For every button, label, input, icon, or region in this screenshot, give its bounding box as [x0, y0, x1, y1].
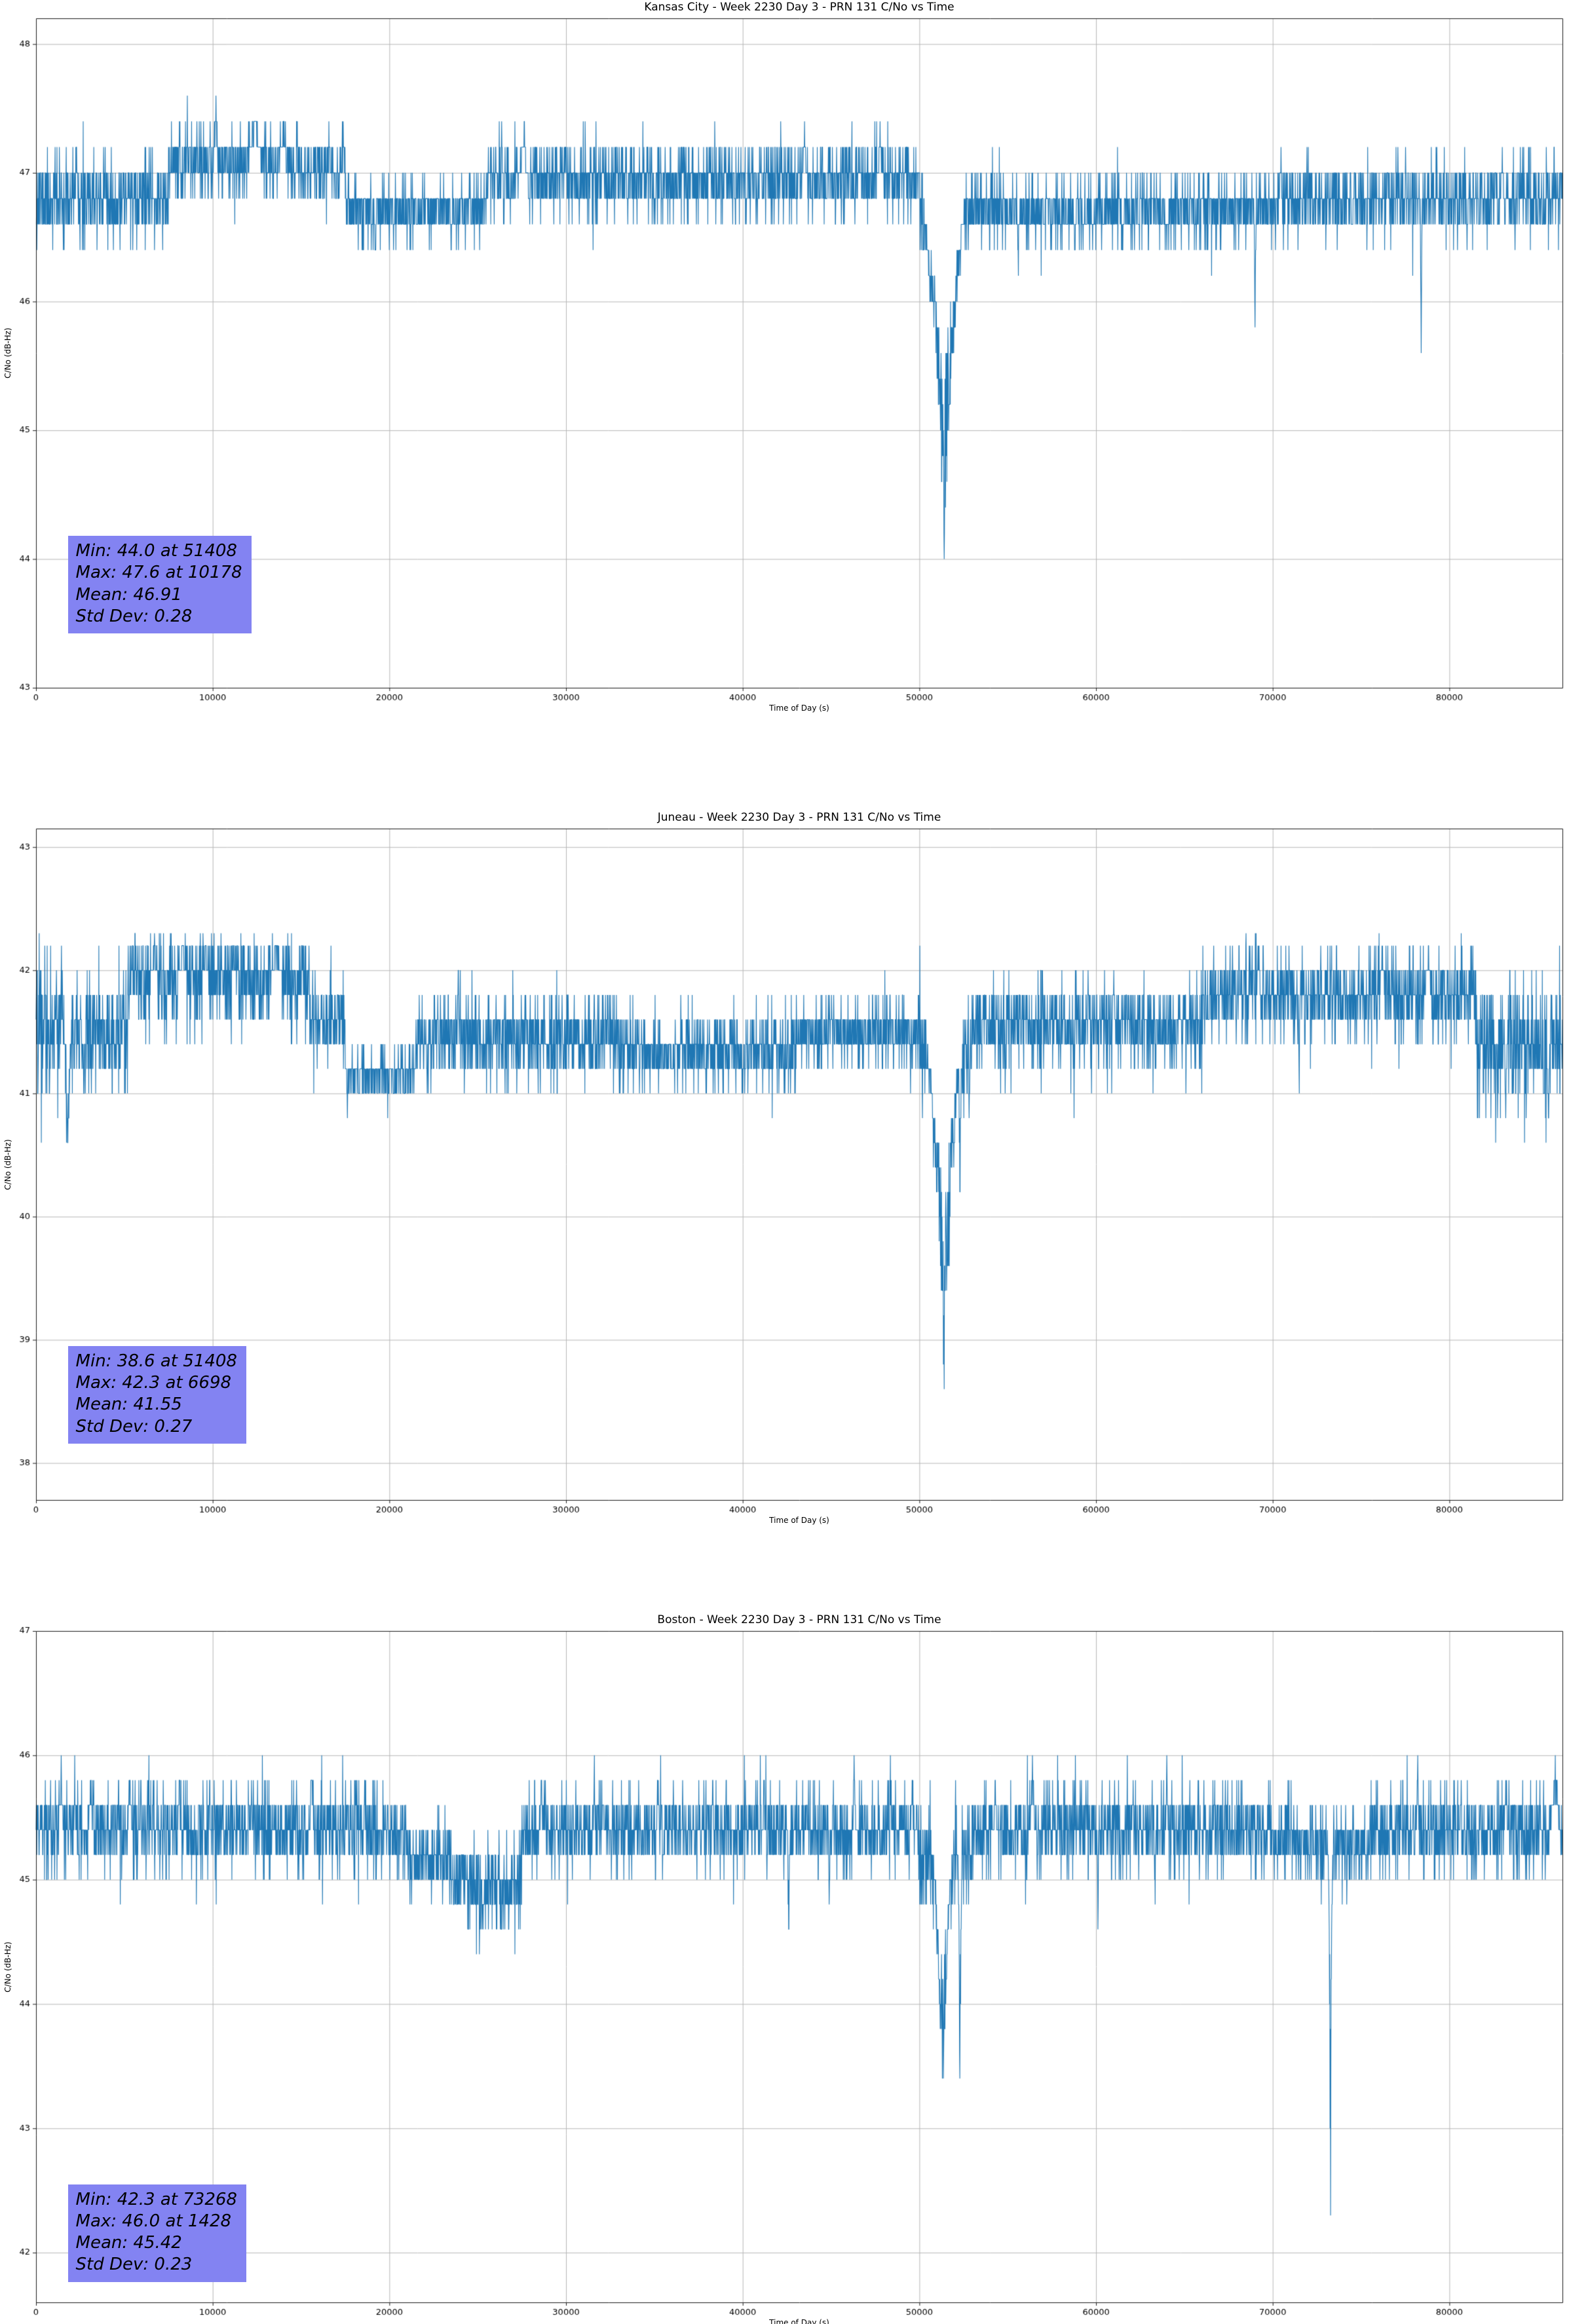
stats-min: Min: 38.6 at 51408	[75, 1351, 237, 1371]
chart-title-kansas-city: Kansas City - Week 2230 Day 3 - PRN 131 …	[644, 1, 955, 14]
stats-max: Max: 47.6 at 10178	[75, 563, 242, 583]
stats-mean: Mean: 45.42	[75, 2233, 182, 2253]
stats-std-dev: Std Dev: 0.23	[75, 2255, 193, 2275]
stats-box-boston: Min: 42.3 at 73268 Max: 46.0 at 1428 Mea…	[67, 2184, 246, 2282]
stats-max: Max: 42.3 at 6698	[75, 1373, 232, 1393]
chart-title-boston: Boston - Week 2230 Day 3 - PRN 131 C/No …	[657, 1613, 941, 1626]
stats-box-juneau: Min: 38.6 at 51408 Max: 42.3 at 6698 Mea…	[67, 1345, 246, 1444]
x-axis-label: Time of Day (s)	[769, 703, 829, 713]
y-axis-label: C/No (dB-Hz)	[3, 1138, 12, 1190]
stats-mean: Mean: 41.55	[75, 1395, 182, 1415]
stats-min: Min: 42.3 at 73268	[75, 2189, 237, 2209]
x-axis-label: Time of Day (s)	[769, 1516, 829, 1525]
stats-std-dev: Std Dev: 0.27	[75, 1416, 193, 1436]
stats-box-kansas-city: Min: 44.0 at 51408 Max: 47.6 at 10178 Me…	[67, 536, 252, 634]
x-axis-label: Time of Day (s)	[769, 2318, 829, 2324]
stats-max: Max: 46.0 at 1428	[75, 2211, 232, 2231]
y-axis-label: C/No (dB-Hz)	[3, 328, 12, 379]
chart-title-juneau: Juneau - Week 2230 Day 3 - PRN 131 C/No …	[657, 811, 941, 824]
stats-std-dev: Std Dev: 0.28	[75, 606, 193, 626]
stats-mean: Mean: 46.91	[75, 584, 182, 605]
stats-min: Min: 44.0 at 51408	[75, 541, 237, 561]
y-axis-label: C/No (dB-Hz)	[3, 1941, 12, 1993]
